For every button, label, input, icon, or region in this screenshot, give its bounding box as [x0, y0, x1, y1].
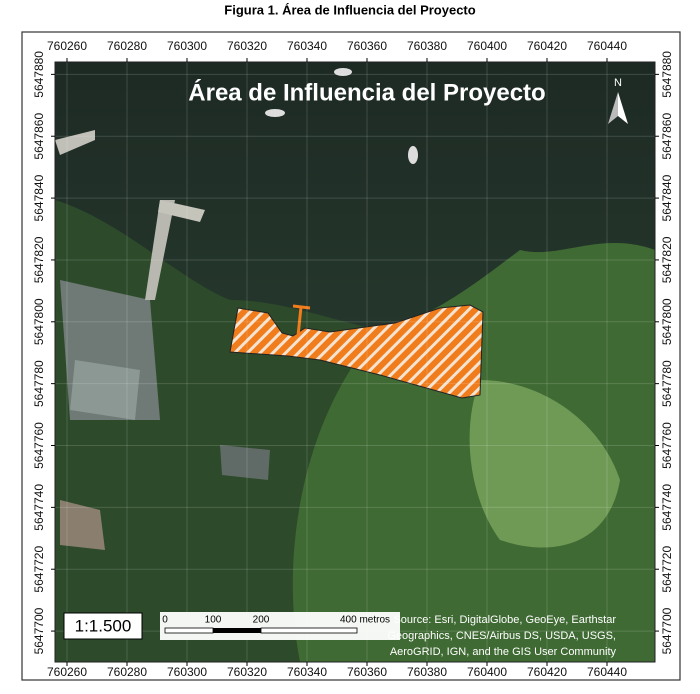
y-tick-label: 5647800	[32, 298, 46, 345]
x-tick-label: 760280	[107, 39, 147, 53]
attribution-line: Geographics, CNES/Airbus DS, USDA, USGS,	[387, 630, 616, 642]
attribution: Source: Esri, DigitalGlobe, GeoEye, Eart…	[387, 614, 616, 658]
north-arrow-shade	[608, 92, 618, 124]
y-tick-label: 5647720	[32, 546, 46, 593]
y-tick-label: 5647880	[32, 51, 46, 98]
scale-label: 100	[205, 615, 222, 626]
x-tick-label: 760340	[287, 39, 327, 53]
y-tick-label: 5647720	[660, 546, 674, 593]
north-arrow	[618, 92, 628, 124]
map-border	[54, 61, 656, 663]
x-tick-label: 760440	[587, 39, 627, 53]
x-tick-label: 760260	[47, 665, 87, 679]
y-tick-label: 5647760	[660, 422, 674, 469]
map-title: Área de Influencia del Proyecto	[188, 78, 545, 106]
x-tick-label: 760340	[287, 665, 327, 679]
imagery	[55, 62, 655, 663]
x-tick-label: 760280	[107, 665, 147, 679]
y-tick-label: 5647840	[32, 174, 46, 221]
y-tick-label: 5647840	[660, 174, 674, 221]
x-tick-label: 760400	[467, 39, 507, 53]
y-tick-label: 5647820	[660, 236, 674, 283]
y-tick-label: 5647820	[32, 236, 46, 283]
north-label: N	[614, 77, 622, 89]
y-tick-label: 5647860	[660, 113, 674, 160]
pier	[292, 304, 311, 337]
y-tick-label: 5647700	[32, 607, 46, 654]
y-tick-label: 5647780	[32, 360, 46, 407]
x-tick-label: 760300	[167, 39, 207, 53]
scale-label: 0	[162, 615, 168, 626]
x-tick-label: 760400	[467, 665, 507, 679]
caption: Figura 1. Área de Influencia del Proyect…	[224, 2, 475, 17]
project-area	[229, 304, 484, 399]
y-tick-label: 5647780	[660, 360, 674, 407]
y-tick-label: 5647740	[32, 484, 46, 531]
y-tick-label: 5647800	[660, 298, 674, 345]
x-tick-label: 760300	[167, 665, 207, 679]
y-tick-label: 5647880	[660, 51, 674, 98]
x-tick-label: 760260	[47, 39, 87, 53]
attribution-line: Source: Esri, DigitalGlobe, GeoEye, Eart…	[393, 614, 616, 626]
attribution-line: AeroGRID, IGN, and the GIS User Communit…	[390, 646, 617, 658]
x-tick-label: 760320	[227, 39, 267, 53]
y-tick-label: 5647760	[32, 422, 46, 469]
y-tick-label: 5647860	[32, 113, 46, 160]
x-tick-label: 760420	[527, 665, 567, 679]
scale-bar: 0 100 200 400 metros	[160, 612, 400, 640]
x-tick-label: 760420	[527, 39, 567, 53]
x-tick-label: 760360	[347, 665, 387, 679]
x-tick-label: 760360	[347, 39, 387, 53]
y-tick-label: 5647740	[660, 484, 674, 531]
x-tick-label: 760440	[587, 665, 627, 679]
scale-label: 400 metros	[340, 615, 390, 626]
scale-label: 200	[253, 615, 270, 626]
scale-box	[63, 612, 143, 640]
y-tick-label: 5647700	[660, 607, 674, 654]
x-tick-label: 760320	[227, 665, 267, 679]
x-tick-label: 760380	[407, 665, 447, 679]
x-tick-label: 760380	[407, 39, 447, 53]
scale-text: 1:1.500	[75, 616, 132, 635]
